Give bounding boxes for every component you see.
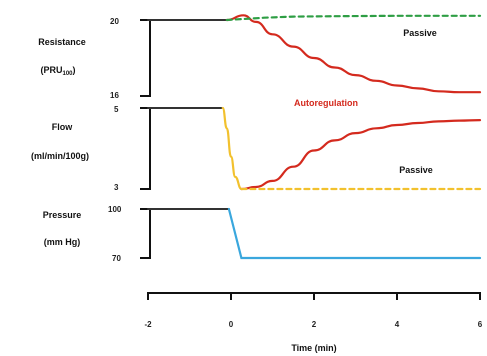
flow-autoregulation-line	[240, 119, 482, 191]
resistance-passive-line	[225, 14, 482, 22]
resistance-bracket	[140, 19, 151, 97]
time-axis-label: Time (min)	[291, 343, 336, 353]
flow-unit: (ml/min/100g)	[31, 151, 89, 161]
resistance-label: Resistance	[38, 37, 86, 47]
resistance-tick-bottom: 16	[110, 91, 119, 100]
resistance-unit-sub: 100	[62, 71, 73, 77]
flow-tick-bottom: 3	[114, 183, 119, 192]
series-lines	[147, 14, 482, 260]
pressure-bracket	[140, 208, 151, 259]
flow-passive_drop-line	[221, 106, 243, 191]
pressure-pressure-line	[227, 207, 482, 260]
resistance-unit-main: (PRU	[40, 65, 62, 75]
resistance-passive-annotation: Passive	[403, 28, 437, 38]
pressure-tick-bottom: 70	[112, 254, 121, 263]
time-tick-label: 2	[312, 320, 317, 329]
flow-tick-top: 5	[114, 105, 119, 114]
pressure-tick-top: 100	[108, 205, 122, 214]
pressure-unit: (mm Hg)	[44, 237, 81, 247]
pressure-label: Pressure	[43, 210, 82, 220]
resistance-unit-close: )	[73, 65, 76, 75]
flow-bracket	[140, 107, 151, 190]
time-axis-ticks: -2 0 2 4 6	[144, 293, 483, 329]
time-tick-label: 4	[395, 320, 400, 329]
time-tick-label: 6	[478, 320, 483, 329]
flow-label: Flow	[52, 122, 73, 132]
resistance-unit: (PRU100)	[40, 65, 75, 77]
time-tick-label: -2	[144, 320, 152, 329]
time-tick-label: 0	[229, 320, 234, 329]
resistance-tick-top: 20	[110, 17, 119, 26]
flow-passive-annotation: Passive	[399, 165, 433, 175]
resistance-autoregulation-line	[225, 14, 482, 94]
autoregulation-annotation: Autoregulation	[294, 98, 358, 108]
